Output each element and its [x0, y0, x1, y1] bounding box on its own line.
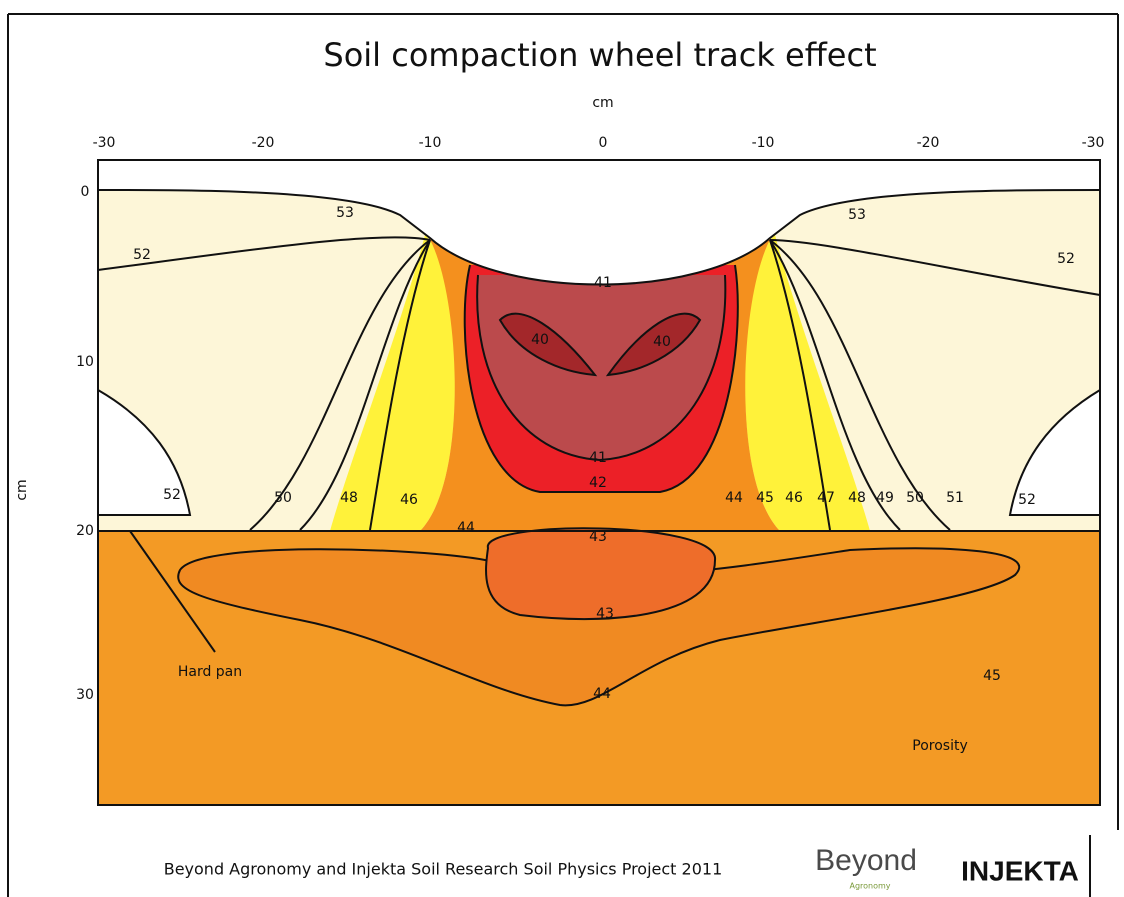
y-axis-label: cm	[14, 479, 30, 500]
contour-label: 52	[133, 247, 151, 263]
contour-label: 45	[756, 490, 774, 506]
x-tick-label: 0	[599, 135, 608, 151]
contour-label: 46	[785, 490, 803, 506]
contour-label: 48	[340, 490, 358, 506]
y-tick-label: 0	[81, 184, 90, 200]
x-tick-label: -30	[93, 135, 116, 151]
x-tick-label: -20	[252, 135, 275, 151]
contour-label: 41	[594, 275, 612, 291]
logo-beyond-sub: Agronomy	[849, 882, 890, 891]
contour-label: 52	[1057, 251, 1075, 267]
contour-label: 53	[336, 205, 354, 221]
contour-label: 49	[876, 490, 894, 506]
x-tick-label: -10	[752, 135, 775, 151]
y-tick-label: 10	[76, 354, 94, 370]
x-tick-label: -30	[1082, 135, 1105, 151]
contour-label: 50	[274, 490, 292, 506]
annotation: Porosity	[912, 738, 967, 754]
contour-label: 41	[589, 450, 607, 466]
logo-injekta: INJEKTA	[961, 855, 1079, 886]
contour-label: 43	[596, 606, 614, 622]
contour-label: 40	[531, 332, 549, 348]
annotation: Hard pan	[178, 664, 242, 680]
x-tick-label: -20	[917, 135, 940, 151]
contour-label: 42	[589, 475, 607, 491]
x-axis-label: cm	[592, 95, 613, 111]
credit: Beyond Agronomy and Injekta Soil Researc…	[164, 860, 723, 879]
contour-label: 51	[946, 490, 964, 506]
x-tick-label: -10	[419, 135, 442, 151]
contour-label: 44	[593, 686, 611, 702]
logo-beyond: Beyond	[815, 844, 917, 877]
contour-label: 40	[653, 334, 671, 350]
contour-label: 53	[848, 207, 866, 223]
contour-label: 44	[725, 490, 743, 506]
contour-label: 50	[906, 490, 924, 506]
contour-label: 44	[457, 520, 475, 536]
page: Soil compaction wheel track effect cm cm	[0, 0, 1124, 897]
title: Soil compaction wheel track effect	[323, 36, 876, 74]
y-tick-label: 30	[76, 687, 94, 703]
contour-label: 43	[589, 529, 607, 545]
contour-label: 52	[163, 487, 181, 503]
contour-label: 46	[400, 492, 418, 508]
footer: Beyond Agronomy and Injekta Soil Researc…	[164, 844, 1079, 891]
y-tick-label: 20	[76, 523, 94, 539]
contour-label: 48	[848, 490, 866, 506]
contour-label: 45	[983, 668, 1001, 684]
contour-label: 47	[817, 490, 835, 506]
contour-label: 52	[1018, 492, 1036, 508]
